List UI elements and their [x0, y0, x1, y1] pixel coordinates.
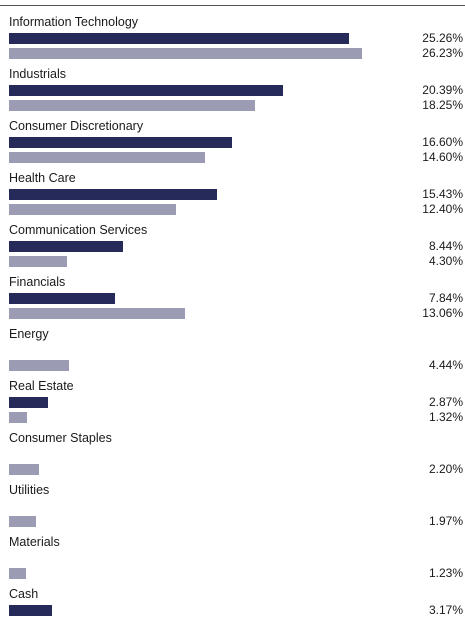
value-label-health-care-series-1: 15.43%	[422, 187, 463, 201]
category-label-information-technology: Information Technology	[9, 15, 139, 29]
value-label-consumer-staples-series-2: 2.20%	[428, 462, 463, 476]
category-label-real-estate: Real Estate	[9, 379, 74, 393]
value-label-financials-series-2: 13.06%	[422, 306, 463, 320]
bar-communication-services-series-1	[9, 241, 123, 252]
bar-information-technology-series-1	[9, 33, 349, 44]
value-label-real-estate-series-1: 2.87%	[428, 395, 463, 409]
value-label-materials-series-2: 1.23%	[428, 566, 463, 580]
value-label-communication-services-series-2: 4.30%	[428, 254, 463, 268]
value-label-consumer-discretionary-series-2: 14.60%	[422, 150, 463, 164]
bar-real-estate-series-2	[9, 412, 27, 423]
bar-communication-services-series-2	[9, 256, 67, 267]
value-label-industrials-series-2: 18.25%	[422, 98, 463, 112]
bar-utilities-series-2	[9, 516, 36, 527]
value-label-utilities-series-2: 1.97%	[428, 514, 463, 528]
value-label-energy-series-2: 4.44%	[428, 358, 463, 372]
value-label-real-estate-series-2: 1.32%	[428, 410, 463, 424]
category-label-communication-services: Communication Services	[9, 223, 148, 237]
bar-industrials-series-2	[9, 100, 255, 111]
value-label-health-care-series-2: 12.40%	[422, 202, 463, 216]
category-label-materials: Materials	[9, 535, 60, 549]
category-label-industrials: Industrials	[9, 67, 66, 81]
bar-consumer-discretionary-series-2	[9, 152, 205, 163]
bar-health-care-series-2	[9, 204, 176, 215]
value-label-information-technology-series-1: 25.26%	[422, 31, 463, 45]
bar-financials-series-2	[9, 308, 185, 319]
top-divider	[0, 5, 465, 6]
bar-energy-series-2	[9, 360, 69, 371]
bar-cash-series-1	[9, 605, 52, 616]
bar-real-estate-series-1	[9, 397, 48, 408]
bar-consumer-discretionary-series-1	[9, 137, 232, 148]
category-label-financials: Financials	[9, 275, 66, 289]
category-label-consumer-staples: Consumer Staples	[9, 431, 112, 445]
category-label-consumer-discretionary: Consumer Discretionary	[9, 119, 144, 133]
bar-consumer-staples-series-2	[9, 464, 39, 475]
bar-information-technology-series-2	[9, 48, 362, 59]
value-label-financials-series-1: 7.84%	[428, 291, 463, 305]
value-label-consumer-discretionary-series-1: 16.60%	[422, 135, 463, 149]
bar-health-care-series-1	[9, 189, 217, 200]
category-label-health-care: Health Care	[9, 171, 76, 185]
category-label-energy: Energy	[9, 327, 49, 341]
bar-financials-series-1	[9, 293, 115, 304]
value-label-information-technology-series-2: 26.23%	[422, 46, 463, 60]
category-label-cash: Cash	[9, 587, 39, 601]
category-label-utilities: Utilities	[9, 483, 50, 497]
value-label-cash-series-1: 3.17%	[428, 603, 463, 617]
value-label-industrials-series-1: 20.39%	[422, 83, 463, 97]
bar-industrials-series-1	[9, 85, 283, 96]
value-label-communication-services-series-1: 8.44%	[428, 239, 463, 253]
bar-materials-series-2	[9, 568, 26, 579]
